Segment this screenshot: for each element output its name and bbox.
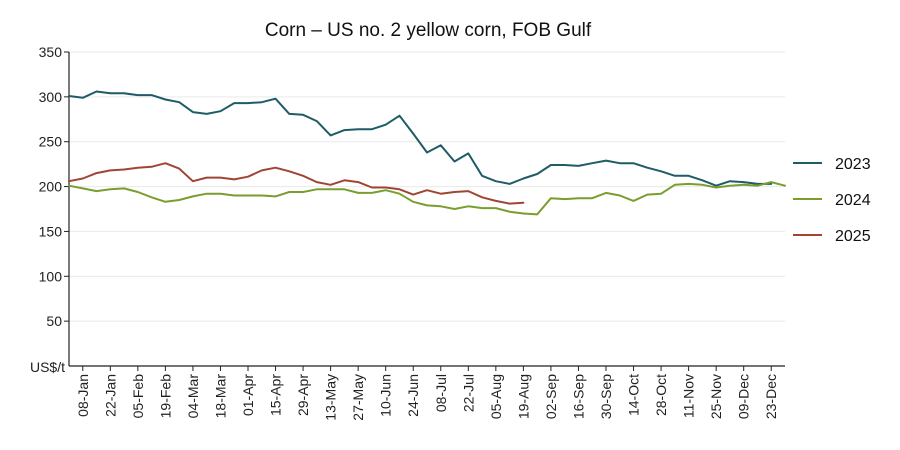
- y-tick-label: 100: [39, 268, 63, 284]
- y-tick-label: 350: [39, 44, 63, 60]
- y-tick-label: 150: [39, 223, 63, 239]
- x-tick-label: 08-Jul: [433, 374, 449, 412]
- y-tick-label: 50: [46, 313, 62, 329]
- legend: 2023 2024 2025: [793, 156, 871, 245]
- x-tick-label: 14-Oct: [626, 374, 642, 416]
- series-line-2023: [68, 90, 773, 187]
- x-tick-label: 05-Feb: [130, 374, 146, 419]
- y-tick-label: 300: [39, 89, 63, 105]
- x-tick-label: 23-Dec: [763, 374, 779, 419]
- x-tick-label: 10-Jun: [378, 374, 394, 417]
- legend-label-2025: 2025: [835, 228, 871, 245]
- x-tick-label: 05-Aug: [488, 374, 504, 419]
- x-tick-label: 04-Mar: [185, 374, 201, 419]
- x-tick-label: 19-Feb: [157, 374, 173, 419]
- x-tick-label: 18-Mar: [212, 374, 228, 419]
- x-tick-label: 30-Sep: [598, 374, 614, 419]
- x-tick-label: 11-Nov: [681, 374, 697, 418]
- x-tick-label: 29-Apr: [295, 374, 311, 416]
- x-tick-label: 28-Oct: [653, 374, 669, 416]
- x-tick-label: 19-Aug: [515, 374, 531, 419]
- y-tick-label: 200: [39, 179, 63, 195]
- series-lines: [68, 90, 786, 216]
- x-tick-label: 13-May: [323, 374, 339, 421]
- y-axis-ticks: 50 100 150 200 250 300 350: [39, 44, 69, 329]
- x-tick-label: 22-Jan: [102, 374, 118, 417]
- x-tick-label: 24-Jun: [405, 374, 421, 417]
- x-tick-label: 09-Dec: [736, 374, 752, 419]
- axes: [68, 52, 785, 367]
- x-tick-label: 01-Apr: [240, 374, 256, 416]
- x-tick-label: 15-Apr: [268, 374, 284, 416]
- grid: [69, 51, 785, 322]
- x-tick-label: 27-May: [350, 374, 366, 421]
- x-tick-label: 02-Sep: [543, 374, 559, 419]
- x-tick-label: 22-Jul: [460, 374, 476, 412]
- series-line-2025: [68, 162, 525, 205]
- x-axis-ticks: 08-Jan 22-Jan 05-Feb 19-Feb 04-Mar 18-Mar 01-A…: [75, 366, 779, 421]
- legend-label-2024: 2024: [835, 192, 871, 209]
- series-line-2024: [68, 181, 786, 216]
- x-tick-label: 25-Nov: [708, 374, 724, 419]
- legend-label-2023: 2023: [835, 156, 871, 173]
- y-tick-label: 250: [39, 134, 63, 150]
- x-tick-label: 08-Jan: [75, 374, 91, 417]
- chart-title: Corn – US no. 2 yellow corn, FOB Gulf: [265, 20, 592, 41]
- x-tick-label: 16-Sep: [570, 374, 586, 419]
- y-axis-label: US$/t: [30, 359, 65, 375]
